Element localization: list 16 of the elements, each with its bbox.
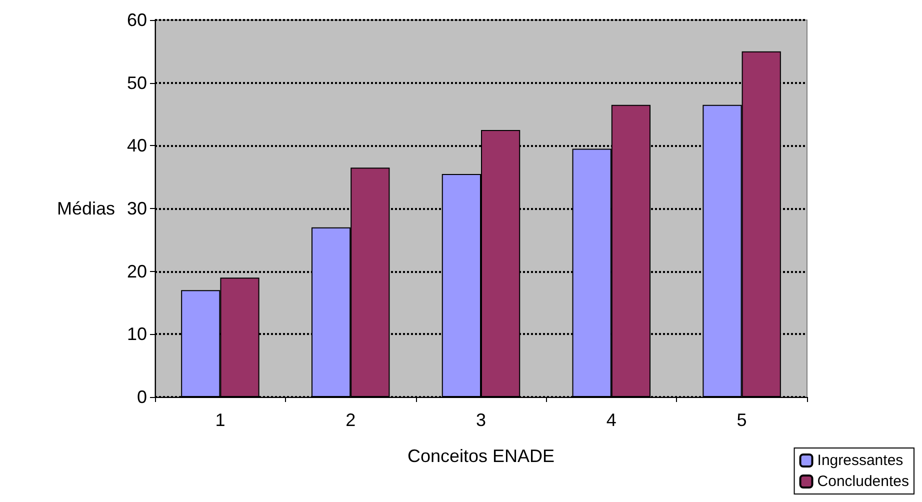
- x-tick-label: 5: [736, 410, 747, 430]
- legend-label: Ingressantes: [817, 452, 904, 469]
- y-tick-label: 20: [126, 261, 147, 282]
- legend-label: Concludentes: [817, 473, 910, 490]
- x-tick-label: 1: [215, 410, 226, 430]
- x-tick-label: 4: [606, 410, 616, 430]
- x-axis-title: Conceitos ENADE: [407, 446, 555, 466]
- y-tick-label: 50: [126, 72, 147, 93]
- x-tick-label: 3: [476, 410, 486, 430]
- x-tick-label: 2: [346, 410, 356, 430]
- y-axis-title: Médias: [56, 198, 115, 218]
- y-tick-label: 60: [126, 10, 147, 30]
- y-tick-label: 0: [136, 387, 147, 407]
- y-tick-label: 10: [126, 324, 147, 344]
- y-tick-label: 30: [126, 198, 147, 218]
- y-tick-label: 40: [126, 136, 147, 156]
